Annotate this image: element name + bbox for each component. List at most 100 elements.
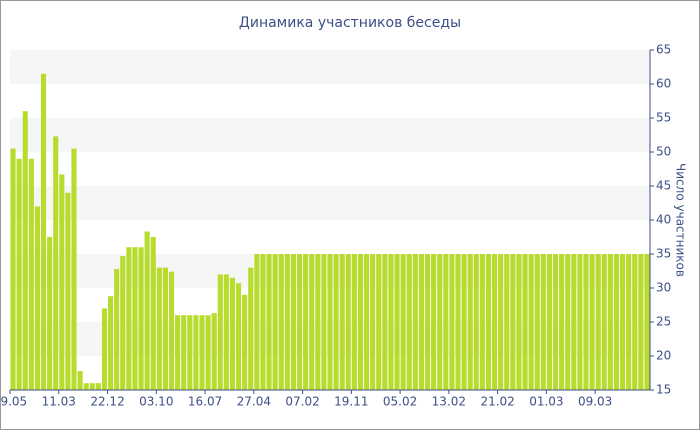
bar [437,254,443,390]
bar [364,254,370,390]
bar [357,254,364,390]
grid-band [10,50,650,84]
bar [77,370,83,390]
bar [156,267,162,390]
bar [370,254,376,390]
bar [284,254,290,390]
bar [620,254,626,390]
bar [479,254,485,390]
bar [242,294,248,390]
bar [498,254,504,390]
bar [345,254,351,390]
bar [546,254,552,390]
y-tick-label: 45 [656,179,671,193]
bar [607,254,613,390]
bar [412,254,418,390]
bar [571,254,577,390]
bar [400,254,406,390]
y-tick-label: 30 [656,281,671,295]
bar [455,254,461,390]
y-tick-label: 15 [656,383,671,397]
bar [175,315,181,390]
bar [217,274,223,390]
y-tick-label: 20 [656,349,671,363]
bar [16,158,22,390]
y-tick-label: 25 [656,315,671,329]
bar [10,148,16,390]
bar [559,254,565,390]
bar [632,254,638,390]
bar [534,254,540,390]
x-tick-label: 21.02 [480,395,514,409]
bar [65,192,71,390]
bar [382,254,388,390]
bar [22,111,28,390]
x-tick-label: 22.12 [90,395,124,409]
bar [339,254,345,390]
bar [516,254,522,390]
x-tick-label: 01.03 [529,395,563,409]
bar [34,206,40,390]
x-tick-label: 19.11 [334,395,368,409]
bar [83,383,89,390]
y-tick-label: 40 [656,213,671,227]
bar [638,254,644,390]
x-tick-label: 05.02 [383,395,417,409]
bar [376,254,382,390]
bar [211,313,217,390]
y-tick-label: 35 [656,247,671,261]
bar [406,254,412,390]
bar [144,231,150,390]
bar [260,254,266,390]
bar [236,283,242,390]
y-tick-label: 50 [656,145,671,159]
bar [138,247,144,390]
bar [565,254,571,390]
grid-band [10,118,650,152]
bar [388,254,394,390]
x-tick-label: 03.10 [139,395,173,409]
bar [528,254,534,390]
bar [626,254,632,390]
bar [89,383,95,390]
bar [126,247,132,390]
bar [485,254,492,390]
bar [309,254,315,390]
bar [71,148,77,390]
bar [248,267,254,390]
x-tick-label: 13.02 [432,395,466,409]
bar [577,254,583,390]
x-tick-label: 29.05 [0,395,27,409]
bar [290,254,296,390]
bar [613,254,620,390]
bar [431,254,437,390]
bar [28,158,34,390]
bar [187,315,193,390]
bar [424,254,431,390]
y-tick-label: 60 [656,77,671,91]
grid-band [10,186,650,220]
bar [120,256,126,390]
bar [443,254,449,390]
bar [168,271,175,390]
bar [394,254,400,390]
bar [278,254,284,390]
bar [461,254,467,390]
bar [254,254,260,390]
bar [193,315,199,390]
bar [321,254,327,390]
x-tick-label: 27.04 [237,395,271,409]
bar [132,247,138,390]
y-axis-title: Число участников [674,163,688,277]
bar [101,308,108,390]
bar [59,174,65,390]
bar [199,315,205,390]
bar [296,254,303,390]
x-tick-label: 07.02 [285,395,319,409]
bar [272,254,278,390]
bar [53,136,59,390]
bar [333,254,339,390]
bar [303,254,309,390]
bar [351,254,357,390]
y-tick-label: 65 [656,43,671,57]
